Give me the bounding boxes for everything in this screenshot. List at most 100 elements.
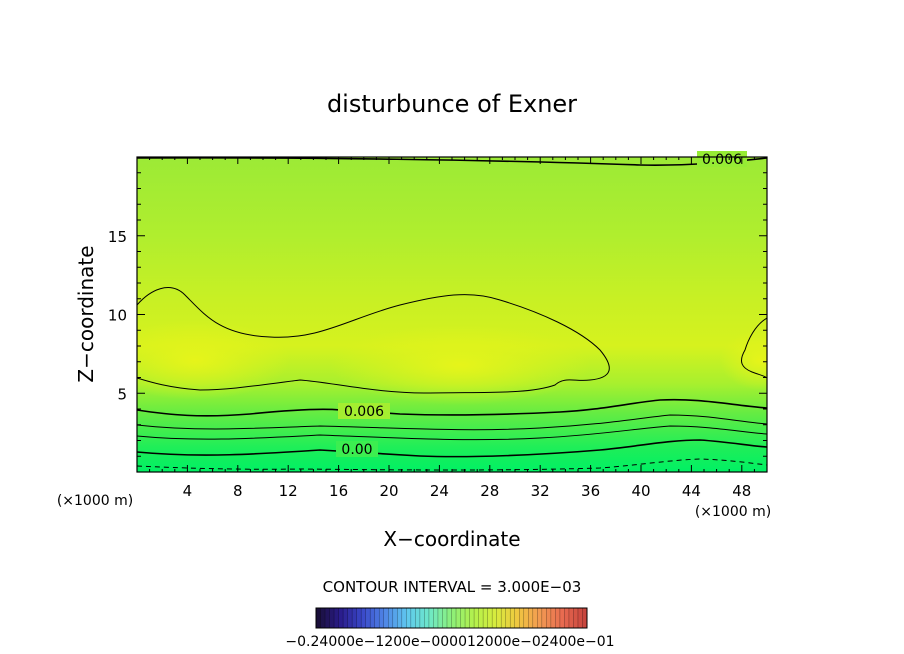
colorbar-labels: −0.24000e−1200e−000012000e−02400e−01 [285, 634, 614, 650]
colorbar-segment [582, 608, 588, 628]
colorbar-segment [446, 608, 452, 628]
colorbar-frame [315, 607, 588, 629]
colorbar-segment [334, 608, 339, 628]
contour-label-bg-top [697, 151, 747, 167]
x-axis-ticks: 4 8 12 16 20 24 28 32 36 40 44 48 [149, 157, 755, 500]
colorbar-segment [415, 608, 421, 628]
x-tick-label: 16 [329, 482, 348, 500]
chart-title: disturbunce of Exner [327, 90, 577, 118]
field-core-left [137, 320, 290, 400]
contour-line-thin-2 [137, 425, 767, 441]
contour-interval-text: CONTOUR INTERVAL = 3.000E−03 [323, 578, 582, 596]
x-tick-label: 28 [480, 482, 499, 500]
colorbar-segment [338, 608, 344, 628]
colorbar-segment [343, 608, 349, 628]
colorbar-segment [451, 608, 457, 628]
contour-line-thin-1 [137, 414, 767, 431]
colorbar-segment [492, 608, 498, 628]
x-tick-label: 36 [581, 482, 600, 500]
colorbar [315, 608, 588, 628]
x-tick-label: 4 [183, 482, 193, 500]
colorbar-segment [496, 608, 502, 628]
colorbar-segment [316, 608, 321, 628]
colorbar-segment [469, 608, 475, 628]
colorbar-segment [406, 608, 412, 628]
field-core-right [720, 330, 767, 390]
colorbar-segment [541, 608, 547, 628]
colorbar-segment [519, 608, 525, 628]
contour-line-thin-core [137, 287, 610, 394]
y-axis-ticks: 5 10 15 [108, 172, 767, 457]
colorbar-segment [501, 608, 507, 628]
colorbar-segment [564, 608, 570, 628]
colorbar-segment [379, 608, 385, 628]
colorbar-segment [424, 608, 430, 628]
colorbar-segment [388, 608, 394, 628]
x-tick-label: 8 [233, 482, 243, 500]
colorbar-segment [392, 608, 398, 628]
colorbar-segment [528, 608, 534, 628]
colorbar-segment [383, 608, 389, 628]
colorbar-segment [329, 608, 335, 628]
x-tick-label: 44 [682, 482, 701, 500]
y-tick-label: 15 [108, 228, 127, 246]
y-axis-label: Z−coordinate [74, 245, 98, 382]
colorbar-segment [456, 608, 461, 628]
x-tick-label: 48 [732, 482, 751, 500]
y-tick-label: 5 [117, 385, 127, 403]
colorbar-segment [428, 608, 434, 628]
colorbar-segment [577, 608, 583, 628]
colorbar-segment [347, 608, 353, 628]
x-unit-right: (×1000 m) [695, 504, 771, 520]
contour-label-mid: 0.006 [344, 404, 384, 420]
contour-line-thin-right [741, 317, 767, 379]
field-core-center [330, 325, 590, 405]
colorbar-segment [474, 608, 479, 628]
colorbar-segment [568, 608, 574, 628]
x-unit-left: (×1000 m) [57, 493, 133, 509]
colorbar-segment [555, 608, 561, 628]
contour-label-top: 0.006 [702, 152, 742, 168]
colorbar-segment [465, 608, 470, 628]
colorbar-segment [460, 608, 466, 628]
colorbar-segment [487, 608, 493, 628]
colorbar-segment [401, 608, 407, 628]
contour-field [137, 157, 767, 472]
contour-labels: 0.006 0.006 0.00 [336, 151, 747, 458]
colorbar-segment [510, 608, 516, 628]
colorbar-segment [505, 608, 511, 628]
colorbar-segment [419, 608, 425, 628]
contour-label-bg-low [336, 441, 378, 457]
colorbar-segment [433, 608, 439, 628]
contour-label-bg-mid [338, 403, 390, 419]
colorbar-segment [325, 608, 330, 628]
x-tick-label: 40 [631, 482, 650, 500]
colorbar-segment [478, 608, 484, 628]
x-axis-label: X−coordinate [383, 527, 520, 551]
x-tick-label: 24 [430, 482, 449, 500]
colorbar-segment [546, 608, 552, 628]
colorbar-segment [550, 608, 556, 628]
colorbar-segment [397, 608, 403, 628]
x-tick-label: 20 [379, 482, 398, 500]
colorbar-segment [523, 608, 529, 628]
contour-line-dashed [137, 458, 767, 471]
contour-line-0.00 [137, 439, 767, 458]
colorbar-segment [442, 608, 448, 628]
colorbar-segment [559, 608, 565, 628]
colorbar-segment [410, 608, 416, 628]
colorbar-segment [356, 608, 362, 628]
x-tick-label: 32 [531, 482, 550, 500]
colorbar-segment [320, 608, 326, 628]
colorbar-segment [365, 608, 371, 628]
colorbar-segment [361, 608, 367, 628]
y-tick-label: 10 [108, 307, 127, 325]
field-background [137, 157, 767, 472]
contour-label-low: 0.00 [341, 442, 372, 458]
colorbar-segment [483, 608, 489, 628]
colorbar-segment [352, 608, 358, 628]
colorbar-segment [537, 608, 543, 628]
colorbar-segment [514, 608, 520, 628]
colorbar-segment [370, 608, 376, 628]
